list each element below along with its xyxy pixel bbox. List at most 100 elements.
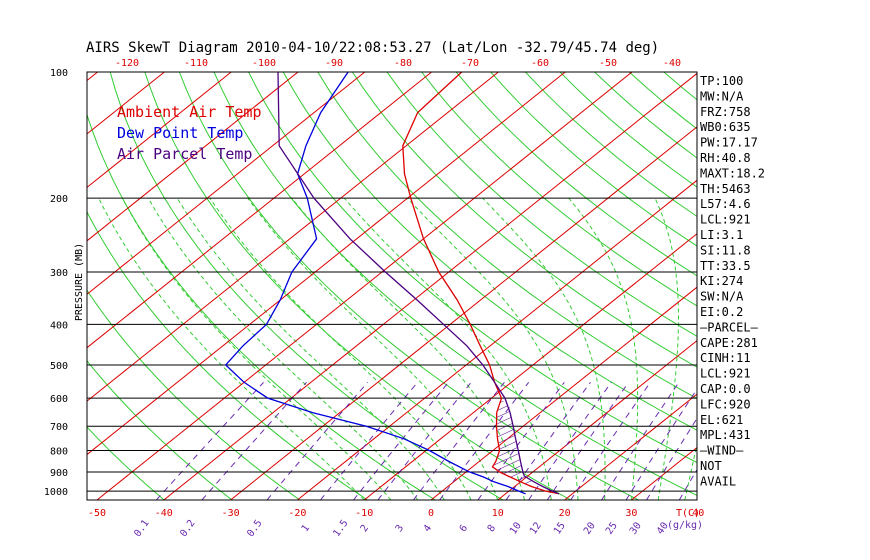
mixing-ratio-tick-label: 2 xyxy=(359,523,371,534)
legend-entry-1: Dew Point Temp xyxy=(117,124,243,142)
dry-adiabat xyxy=(87,359,233,500)
series-line-0 xyxy=(402,72,560,495)
stat-line: CINH:11 xyxy=(700,351,751,365)
mixing-ratio-line xyxy=(201,381,307,500)
dry-adiabat xyxy=(282,72,697,431)
mixing-ratio-line xyxy=(528,382,612,500)
isotherm xyxy=(163,72,697,500)
isotherm xyxy=(564,393,697,500)
legend: Ambient Air Temp Dew Point Temp Air Parcel… xyxy=(117,103,262,163)
bottom-temp-tick-label: -40 xyxy=(155,508,173,519)
mixing-ratio-tick-label: 20 xyxy=(582,520,598,536)
stat-line: FRZ:758 xyxy=(700,105,751,119)
top-temp-tick-label: -100 xyxy=(252,58,276,69)
bottom-temp-tick-label: -50 xyxy=(88,508,106,519)
bottom-temp-tick-label: 20 xyxy=(559,508,571,519)
moist-adiabat xyxy=(568,197,639,500)
stat-line: MAXT:18.2 xyxy=(700,166,765,180)
top-temp-tick-label: -80 xyxy=(394,58,412,69)
moist-adiabat xyxy=(209,197,472,500)
mixing-ratio-tick-label: 6 xyxy=(458,523,470,534)
stat-line: EI:0.2 xyxy=(700,305,743,319)
stat-line: PW:17.17 xyxy=(700,136,758,150)
stat-line: —WIND— xyxy=(700,444,744,458)
isotherm xyxy=(87,72,299,242)
stat-line: SW:N/A xyxy=(700,290,744,304)
stat-line: LFC:920 xyxy=(700,397,751,411)
stat-line: CAPE:281 xyxy=(700,336,758,350)
pressure-tick-label: 300 xyxy=(50,268,68,279)
isotherm xyxy=(430,286,697,500)
mixing-ratio-tick-label: 0.5 xyxy=(245,518,264,539)
top-temp-tick-label: -40 xyxy=(663,58,681,69)
dry-adiabat xyxy=(455,72,697,277)
stat-line: CAP:0.0 xyxy=(700,382,751,396)
pressure-tick-label: 1000 xyxy=(44,487,68,498)
isotherm xyxy=(230,126,697,500)
stat-line: MW:N/A xyxy=(700,89,744,103)
dry-adiabat xyxy=(87,210,368,500)
dry-adiabat xyxy=(87,113,436,500)
pressure-tick-label: 800 xyxy=(50,447,68,458)
moist-adiabat xyxy=(247,197,499,500)
top-temp-tick-label: -110 xyxy=(184,58,208,69)
mixing-ratio-tick-label: 30 xyxy=(628,520,644,536)
moist-adiabat xyxy=(98,197,365,500)
stat-line: —PARCEL— xyxy=(700,320,759,334)
dry-adiabat xyxy=(663,72,697,101)
mixing-ratio-line xyxy=(477,382,565,500)
isotherm xyxy=(96,72,633,500)
isotherm xyxy=(87,72,499,402)
stat-line: EL:621 xyxy=(700,413,743,427)
pressure-tick-label: 400 xyxy=(50,320,68,331)
dry-adiabat xyxy=(837,72,870,500)
dry-adiabat xyxy=(87,289,301,500)
isotherm xyxy=(297,179,697,500)
mixing-ratio-unit: (g/kg) xyxy=(667,520,703,531)
dry-adiabat xyxy=(351,72,697,368)
mixing-ratio-line xyxy=(377,381,472,500)
isotherm xyxy=(363,233,697,500)
bottom-temp-tick-label: -30 xyxy=(222,508,240,519)
bottom-temp-unit: T(C) xyxy=(676,508,700,519)
stat-line: LI:3.1 xyxy=(700,228,743,242)
moist-adiabat xyxy=(654,197,679,500)
bottom-temp-tick-label: 10 xyxy=(492,508,504,519)
moist-adiabat xyxy=(176,197,445,500)
dry-adiabat xyxy=(421,72,697,307)
isotherm xyxy=(832,72,870,500)
plot-frame xyxy=(86,71,698,501)
y-axis-label: PRESSURE (MB) xyxy=(74,243,85,321)
mixing-ratio-tick-label: 0.2 xyxy=(178,518,197,539)
moist-adiabat xyxy=(121,197,392,500)
bottom-temp-tick-label: -20 xyxy=(288,508,306,519)
pressure-tick-label: 700 xyxy=(50,422,68,433)
mixing-ratio-tick-label: 15 xyxy=(552,520,568,536)
stat-line: RH:40.8 xyxy=(700,151,751,165)
top-temp-tick-label: -60 xyxy=(531,58,549,69)
stat-line: LCL:921 xyxy=(700,213,751,227)
grid-lines xyxy=(87,72,870,500)
bottom-temp-tick-label: 0 xyxy=(428,508,434,519)
mixing-ratio-line xyxy=(413,381,505,500)
stat-line: TH:5463 xyxy=(700,182,751,196)
legend-entry-2: Air Parcel Temp xyxy=(117,145,252,163)
bottom-temp-tick-label: 30 xyxy=(625,508,637,519)
series-line-1 xyxy=(224,72,526,495)
dry-adiabat xyxy=(386,72,697,337)
bottom-temp-tick-label: -10 xyxy=(355,508,373,519)
top-temp-tick-label: -50 xyxy=(599,58,617,69)
pressure-tick-label: 100 xyxy=(50,68,68,79)
dry-adiabat xyxy=(109,72,504,500)
pressure-tick-label: 900 xyxy=(50,468,68,479)
stat-line: TT:33.5 xyxy=(700,259,751,273)
dry-adiabat xyxy=(768,72,870,500)
isotherm xyxy=(497,339,697,500)
pressure-tick-label: 600 xyxy=(50,394,68,405)
chart-title: AIRS SkewT Diagram 2010-04-10/22:08:53.2… xyxy=(86,40,659,56)
stat-line: WB0:635 xyxy=(700,120,751,134)
mixing-ratio-tick-label: 1 xyxy=(300,523,312,534)
mixing-ratio-tick-label: 4 xyxy=(422,523,434,534)
